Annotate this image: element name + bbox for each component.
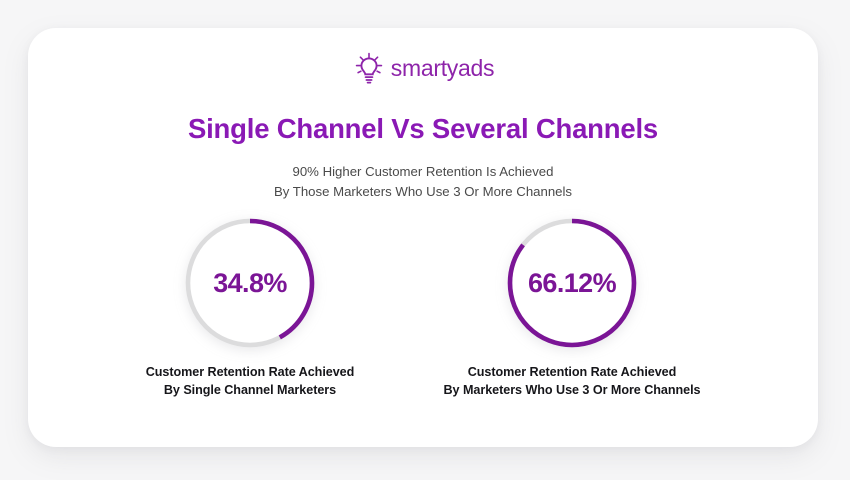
donut-value-2: 66.12% (528, 267, 617, 298)
donut-caption-1-line-2: By Single Channel Marketers (163, 383, 337, 397)
donut-chart-row: 34.8% Customer Retention Rate Achieved B… (28, 216, 818, 431)
donut-svg-1 (185, 218, 315, 348)
donut-arc-1 (185, 218, 315, 348)
donut-value-1: 34.8% (213, 267, 287, 298)
subtitle-line-1: 90% Higher Customer Retention Is Achieve… (292, 164, 554, 179)
lightbulb-icon (355, 52, 382, 84)
donut-arc-2 (507, 218, 637, 348)
donut-caption-1: Customer Retention Rate Achieved By Sing… (80, 363, 420, 399)
brand-name: smartyads (390, 54, 495, 81)
subtitle-line-2: By Those Marketers Who Use 3 Or More Cha… (273, 184, 573, 199)
donut-caption-2: Customer Retention Rate Achieved By Mark… (402, 363, 742, 399)
donut-caption-2-line-1: Customer Retention Rate Achieved (467, 365, 677, 379)
page-title: Single Channel Vs Several Channels (187, 113, 659, 144)
infographic-card: smartyads Single Channel Vs Several Chan… (28, 28, 818, 447)
donut-svg-2 (507, 218, 637, 348)
donut-caption-1-line-1: Customer Retention Rate Achieved (145, 365, 355, 379)
donut-block-single-channel: 34.8% Customer Retention Rate Achieved B… (80, 216, 420, 431)
page-subtitle: 90% Higher Customer Retention Is Achieve… (28, 162, 818, 202)
donut-block-multi-channel: 66.12% Customer Retention Rate Achieved … (402, 216, 742, 431)
donut-caption-2-line-2: By Marketers Who Use 3 Or More Channels (443, 383, 701, 397)
donut-chart-1: 34.8% (183, 216, 317, 350)
brand-logo: smartyads (28, 48, 818, 88)
donut-chart-2: 66.12% (505, 216, 639, 350)
